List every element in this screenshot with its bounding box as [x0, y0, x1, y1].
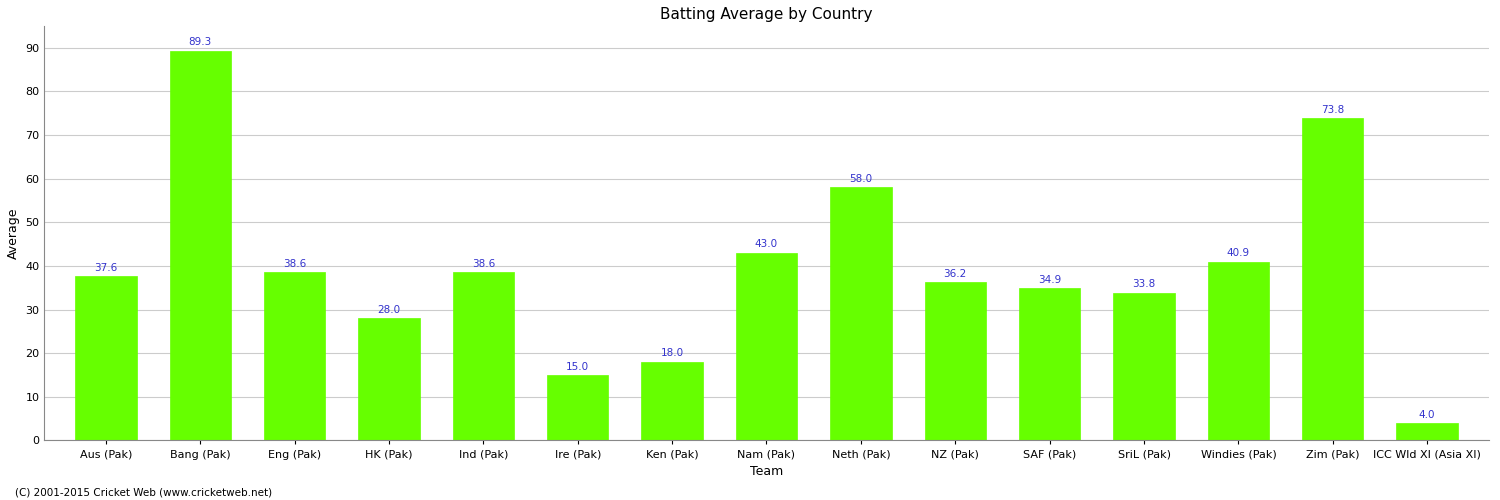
Bar: [453, 272, 514, 440]
Text: 28.0: 28.0: [378, 305, 400, 315]
Bar: [170, 51, 231, 440]
Bar: [736, 253, 796, 440]
Bar: [924, 282, 986, 440]
Text: 38.6: 38.6: [471, 258, 495, 268]
Text: 34.9: 34.9: [1038, 274, 1062, 284]
Bar: [1302, 118, 1364, 440]
Bar: [358, 318, 420, 440]
Text: (C) 2001-2015 Cricket Web (www.cricketweb.net): (C) 2001-2015 Cricket Web (www.cricketwe…: [15, 488, 272, 498]
Title: Batting Average by Country: Batting Average by Country: [660, 7, 873, 22]
Bar: [1113, 293, 1174, 440]
Bar: [642, 362, 704, 440]
X-axis label: Team: Team: [750, 465, 783, 478]
Text: 4.0: 4.0: [1419, 410, 1436, 420]
Bar: [548, 375, 609, 440]
Text: 15.0: 15.0: [566, 362, 590, 372]
Text: 18.0: 18.0: [660, 348, 684, 358]
Bar: [1019, 288, 1080, 440]
Text: 40.9: 40.9: [1227, 248, 1250, 258]
Text: 38.6: 38.6: [284, 258, 306, 268]
Bar: [830, 188, 891, 440]
Bar: [1208, 262, 1269, 440]
Text: 43.0: 43.0: [754, 240, 778, 250]
Bar: [1396, 423, 1458, 440]
Text: 33.8: 33.8: [1132, 280, 1155, 289]
Text: 89.3: 89.3: [189, 38, 211, 48]
Text: 58.0: 58.0: [849, 174, 873, 184]
Bar: [75, 276, 136, 440]
Text: 36.2: 36.2: [944, 269, 968, 279]
Text: 73.8: 73.8: [1322, 105, 1344, 115]
Text: 37.6: 37.6: [94, 263, 117, 273]
Y-axis label: Average: Average: [8, 208, 20, 259]
Bar: [264, 272, 326, 440]
